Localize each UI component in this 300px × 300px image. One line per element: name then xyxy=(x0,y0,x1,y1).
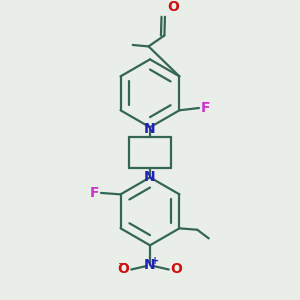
Text: F: F xyxy=(90,186,99,200)
Text: N: N xyxy=(144,170,156,184)
Text: −: − xyxy=(118,259,127,269)
Text: N: N xyxy=(144,259,156,272)
Text: +: + xyxy=(151,256,159,266)
Text: O: O xyxy=(118,262,130,277)
Text: O: O xyxy=(170,262,182,277)
Text: N: N xyxy=(144,122,156,136)
Text: F: F xyxy=(201,101,210,115)
Text: O: O xyxy=(167,1,179,14)
